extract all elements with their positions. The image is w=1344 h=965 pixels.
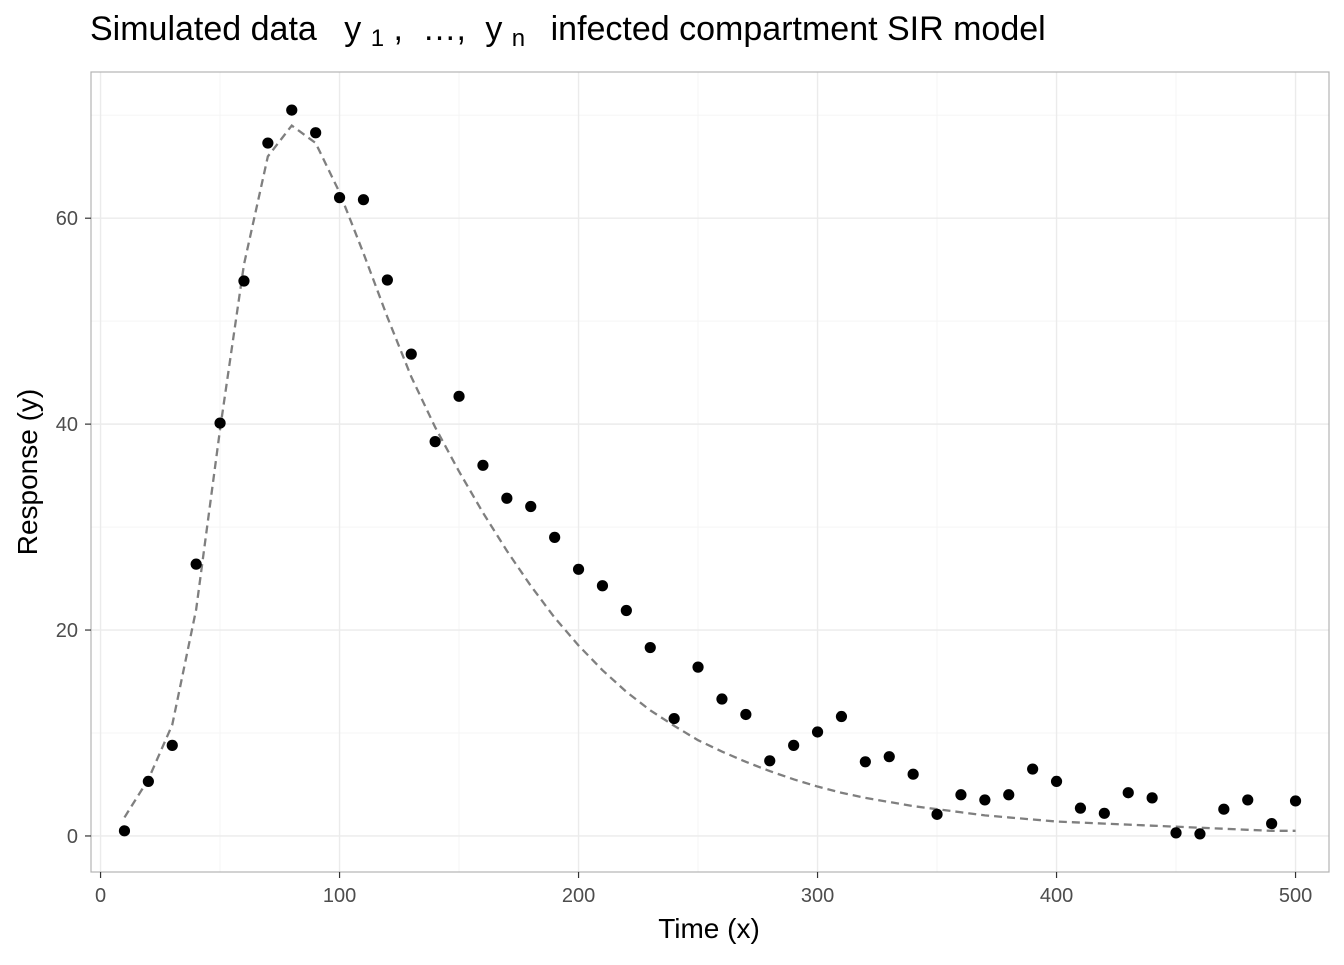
title-comma1: , <box>394 10 403 48</box>
title-sub2: n <box>512 25 525 52</box>
chart-title: Simulated data y 1 , …, y n infected com… <box>90 10 1046 54</box>
data-point <box>286 104 298 116</box>
y-axis-title: Response (y) <box>12 389 43 556</box>
data-point <box>644 641 656 654</box>
x-tick-label: 100 <box>323 885 356 907</box>
title-var1: y <box>344 10 361 48</box>
data-point <box>835 710 848 723</box>
data-point <box>142 775 154 788</box>
fitted-curve-layer <box>123 123 1296 832</box>
y-tick-label: 0 <box>67 826 78 848</box>
data-point <box>381 274 393 286</box>
y-tick-label: 60 <box>56 208 78 230</box>
data-point <box>859 756 871 768</box>
y-tick-label: 20 <box>56 620 78 642</box>
data-point <box>572 563 585 575</box>
data-point <box>931 808 943 820</box>
data-point <box>405 348 417 360</box>
data-point <box>1027 763 1039 775</box>
data-point <box>1122 787 1134 799</box>
data-point <box>1266 818 1278 830</box>
data-point <box>525 500 537 513</box>
grid-major <box>91 72 1329 872</box>
data-point <box>764 755 776 767</box>
data-point <box>620 604 632 617</box>
data-point <box>118 825 131 837</box>
data-point <box>1218 803 1230 815</box>
x-tick-label: 0 <box>95 885 106 907</box>
data-point <box>190 558 202 570</box>
data-point <box>1146 792 1158 804</box>
title-var2: y <box>485 10 502 48</box>
data-point <box>668 712 680 725</box>
x-axis-ticks: 0 100 200 300 400 500 <box>95 872 1312 907</box>
data-points-layer <box>118 104 1302 840</box>
data-point <box>716 693 728 705</box>
x-tick-label: 200 <box>562 885 595 907</box>
data-point <box>501 492 513 504</box>
title-suffix: infected compartment SIR model <box>551 10 1046 48</box>
data-point <box>740 708 752 721</box>
data-point <box>429 436 441 448</box>
data-point <box>788 739 800 751</box>
data-point <box>238 275 250 287</box>
title-sub1: 1 <box>371 25 384 52</box>
data-point <box>1003 789 1015 801</box>
data-point <box>1074 802 1087 814</box>
data-point <box>955 789 967 801</box>
panel-border <box>90 71 1330 873</box>
data-point <box>477 459 489 471</box>
data-point <box>1050 775 1063 788</box>
data-point <box>1194 828 1206 840</box>
data-point <box>549 531 561 543</box>
data-point <box>333 192 346 204</box>
data-point <box>979 794 991 806</box>
x-tick-label: 300 <box>801 885 834 907</box>
data-point <box>166 739 178 751</box>
y-axis-ticks: 0 20 40 60 <box>56 208 91 848</box>
data-point <box>596 580 609 592</box>
data-point <box>262 137 274 149</box>
data-point <box>692 661 704 673</box>
x-tick-label: 400 <box>1040 885 1073 907</box>
data-point <box>1170 827 1182 839</box>
grid-minor <box>91 72 1329 872</box>
data-point <box>811 726 824 738</box>
data-point <box>357 194 370 206</box>
x-axis-title: Time (x) <box>658 913 760 944</box>
title-prefix: Simulated data <box>90 10 317 48</box>
fitted-curve-line <box>123 123 1296 832</box>
data-point <box>907 768 919 780</box>
data-point <box>214 417 226 429</box>
y-tick-label: 40 <box>56 414 78 436</box>
data-point <box>310 127 322 139</box>
data-point <box>1289 795 1302 807</box>
data-point <box>1242 794 1254 806</box>
title-ellipsis: …, <box>422 10 465 48</box>
data-point <box>883 751 895 763</box>
data-point <box>1098 807 1110 819</box>
data-point <box>453 390 465 402</box>
x-tick-label: 500 <box>1279 885 1312 907</box>
